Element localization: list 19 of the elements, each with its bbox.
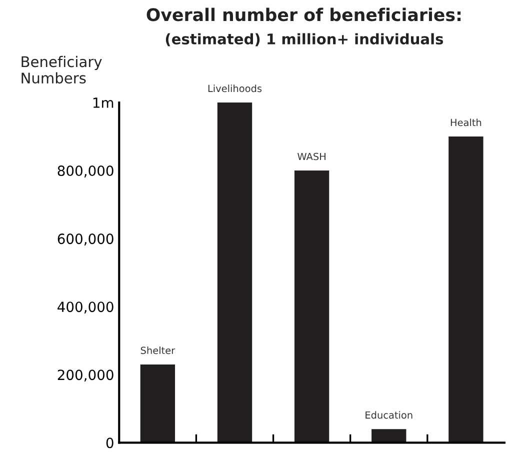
x-tick-label: WASH	[298, 152, 326, 160]
y-tick-label: 1m	[93, 98, 114, 108]
x-tick-label: Health	[450, 118, 482, 126]
x-tick-label: Shelter	[140, 346, 176, 354]
chart-title: Overall number of beneficiaries:	[146, 8, 461, 22]
bar	[294, 170, 330, 443]
y-axis-title: Beneficiary Numbers	[22, 56, 102, 84]
x-tick-label: Education	[366, 411, 412, 419]
y-tick-label: 200,000	[58, 370, 114, 382]
y-tick-label: 600,000	[58, 234, 114, 246]
y-tick-label: 0	[106, 438, 114, 448]
bar	[372, 429, 406, 443]
y-tick-label: 800,000	[58, 166, 114, 178]
bar	[448, 136, 484, 443]
bar	[217, 102, 252, 443]
y-tick-label: 400,000	[58, 302, 114, 314]
bar	[140, 364, 176, 443]
chart-subtitle: (estimated) 1 million+ individuals	[166, 33, 444, 46]
x-tick-label: Livelihoods	[208, 84, 262, 92]
